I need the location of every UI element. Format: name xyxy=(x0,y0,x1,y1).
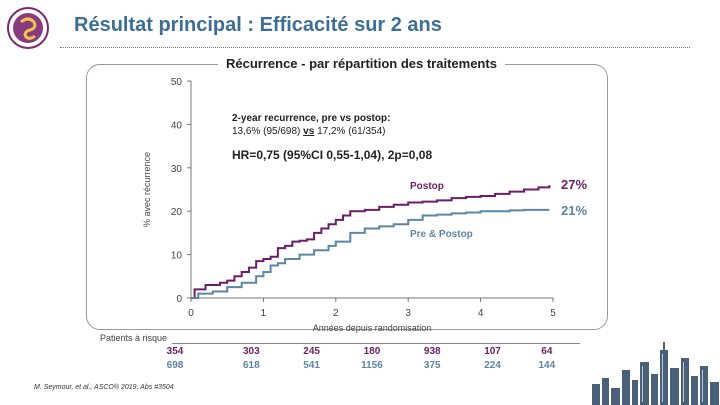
risk-cell-prepostop: 224 xyxy=(484,360,501,371)
x-tick-label: 0 xyxy=(188,308,194,319)
risk-cell-postop: 245 xyxy=(303,346,320,357)
y-axis-label: % avec récurrence xyxy=(142,152,152,227)
series-line-postop xyxy=(191,185,551,299)
chart-panel xyxy=(86,64,608,330)
risk-cell-postop: 303 xyxy=(242,346,260,357)
slide-title: Résultat principal : Efficacité sur 2 an… xyxy=(74,14,442,36)
x-tick-label: 2 xyxy=(333,308,339,319)
y-tick-label: 50 xyxy=(171,77,183,88)
risk-cell-prepostop: 698 xyxy=(166,360,184,371)
title-divider xyxy=(60,47,690,48)
risk-cell-postop: 354 xyxy=(166,346,184,357)
society-logo xyxy=(7,7,49,49)
x-tick-label: 1 xyxy=(261,308,267,319)
y-tick-label: 30 xyxy=(171,164,183,175)
risk-cell-prepostop: 1156 xyxy=(361,360,383,371)
risk-cell-postop: 107 xyxy=(484,346,501,357)
risk-cell-prepostop: 375 xyxy=(423,360,441,371)
risk-cell-prepostop: 541 xyxy=(303,360,320,371)
x-axis-label: Années depuis randomisation xyxy=(313,323,432,333)
chart-title: Récurrence - par répartition des traitem… xyxy=(218,56,505,71)
annotation-vs: vs xyxy=(303,126,315,137)
risk-cell-prepostop: 618 xyxy=(242,360,260,371)
annotation-post-value: 17,2% (61/354) xyxy=(314,126,386,137)
risk-cell-postop: 180 xyxy=(363,346,381,357)
series-label-postop: Postop xyxy=(410,181,444,192)
x-tick-label: 4 xyxy=(478,308,484,319)
citation: M. Seymour, et al., ASCO® 2019, Abs #350… xyxy=(34,384,174,391)
y-tick-label: 40 xyxy=(171,120,183,131)
city-skyline-image xyxy=(592,342,719,405)
risk-table-header: Patients à risque xyxy=(100,333,168,343)
risk-table-divider xyxy=(172,343,580,344)
end-label-postop: 27% xyxy=(561,177,588,192)
series-line-prepostop xyxy=(191,208,550,299)
annotation-recurrence-values: 13,6% (95/698) vs 17,2% (61/354) xyxy=(232,126,385,137)
annotation-pre-value: 13,6% (95/698) xyxy=(232,126,304,137)
annotation-hazard-ratio: HR=0,75 (95%CI 0,55-1,04), 2p=0,08 xyxy=(232,148,433,162)
y-tick-label: 0 xyxy=(176,294,182,305)
end-label-prepostop: 21% xyxy=(561,203,588,218)
series-label-prepostop: Pre & Postop xyxy=(410,229,473,240)
risk-cell-prepostop: 144 xyxy=(538,360,556,371)
annotation-recurrence-heading: 2-year recurrence, pre vs postop: xyxy=(232,113,391,124)
risk-cell-postop: 64 xyxy=(541,346,553,357)
y-tick-label: 10 xyxy=(171,251,183,262)
x-tick-label: 5 xyxy=(550,308,556,319)
risk-cell-postop: 938 xyxy=(423,346,441,357)
y-tick-label: 20 xyxy=(171,207,183,218)
x-tick-label: 3 xyxy=(405,308,411,319)
